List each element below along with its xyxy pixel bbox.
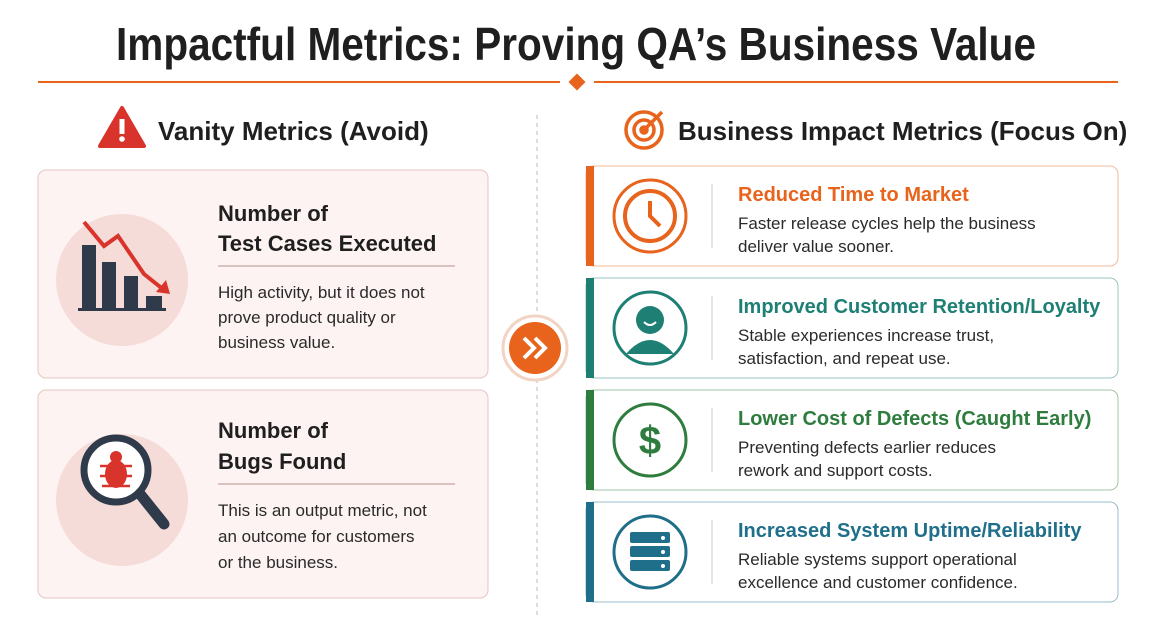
card-text: Reliable systems support operational <box>738 550 1017 569</box>
card-title: Test Cases Executed <box>218 231 436 256</box>
card-text: satisfaction, and repeat use. <box>738 349 951 368</box>
card-text: or the business. <box>218 553 338 572</box>
target-icon <box>624 110 664 150</box>
accent-bar <box>586 502 594 602</box>
heading: Vanity Metrics (Avoid) <box>158 116 429 146</box>
card-text: rework and support costs. <box>738 461 933 480</box>
card-title: Improved Customer Retention/Loyalty <box>738 296 1101 318</box>
icon: $ <box>639 419 661 463</box>
icon <box>630 532 670 571</box>
svg-text:$: $ <box>639 419 661 463</box>
icon <box>626 306 674 354</box>
card-title: Increased System Uptime/Reliability <box>738 520 1082 542</box>
card-text: business value. <box>218 333 335 352</box>
card-title: Number of <box>218 418 329 443</box>
chevron <box>533 336 548 360</box>
card-text: excellence and customer confidence. <box>738 573 1018 592</box>
heading: Business Impact Metrics (Focus On) <box>678 116 1127 146</box>
chart-down-icon <box>78 220 170 311</box>
card-title: Reduced Time to Market <box>738 184 969 206</box>
icon-ring <box>612 402 688 478</box>
accent-bar <box>586 166 594 266</box>
warning-icon <box>98 106 146 148</box>
icon-bg <box>56 214 188 346</box>
card-text: deliver value sooner. <box>738 237 894 256</box>
card-text: Stable experiences increase trust, <box>738 326 994 345</box>
icon <box>623 189 677 243</box>
card-text: prove product quality or <box>218 308 396 327</box>
impact-cards: Reduced Time to Market Faster release cyc… <box>585 165 1119 603</box>
card-text: an outcome for customers <box>218 527 415 546</box>
card-text: This is an output metric, not <box>218 501 427 520</box>
diamond <box>568 73 586 91</box>
card-title: Bugs Found <box>218 449 346 474</box>
title: Impactful Metrics: Proving QA’s Business… <box>116 18 1036 70</box>
card-title: Lower Cost of Defects (Caught Early) <box>738 408 1091 430</box>
card-title: Number of <box>218 201 329 226</box>
chevron <box>522 336 537 360</box>
card-text: Faster release cycles help the business <box>738 214 1036 233</box>
bug-search-icon <box>80 434 170 530</box>
card-text: Preventing defects earlier reduces <box>738 438 996 457</box>
accent-bar <box>586 278 594 378</box>
card-text: High activity, but it does not <box>218 283 425 302</box>
accent-bar <box>586 390 594 490</box>
